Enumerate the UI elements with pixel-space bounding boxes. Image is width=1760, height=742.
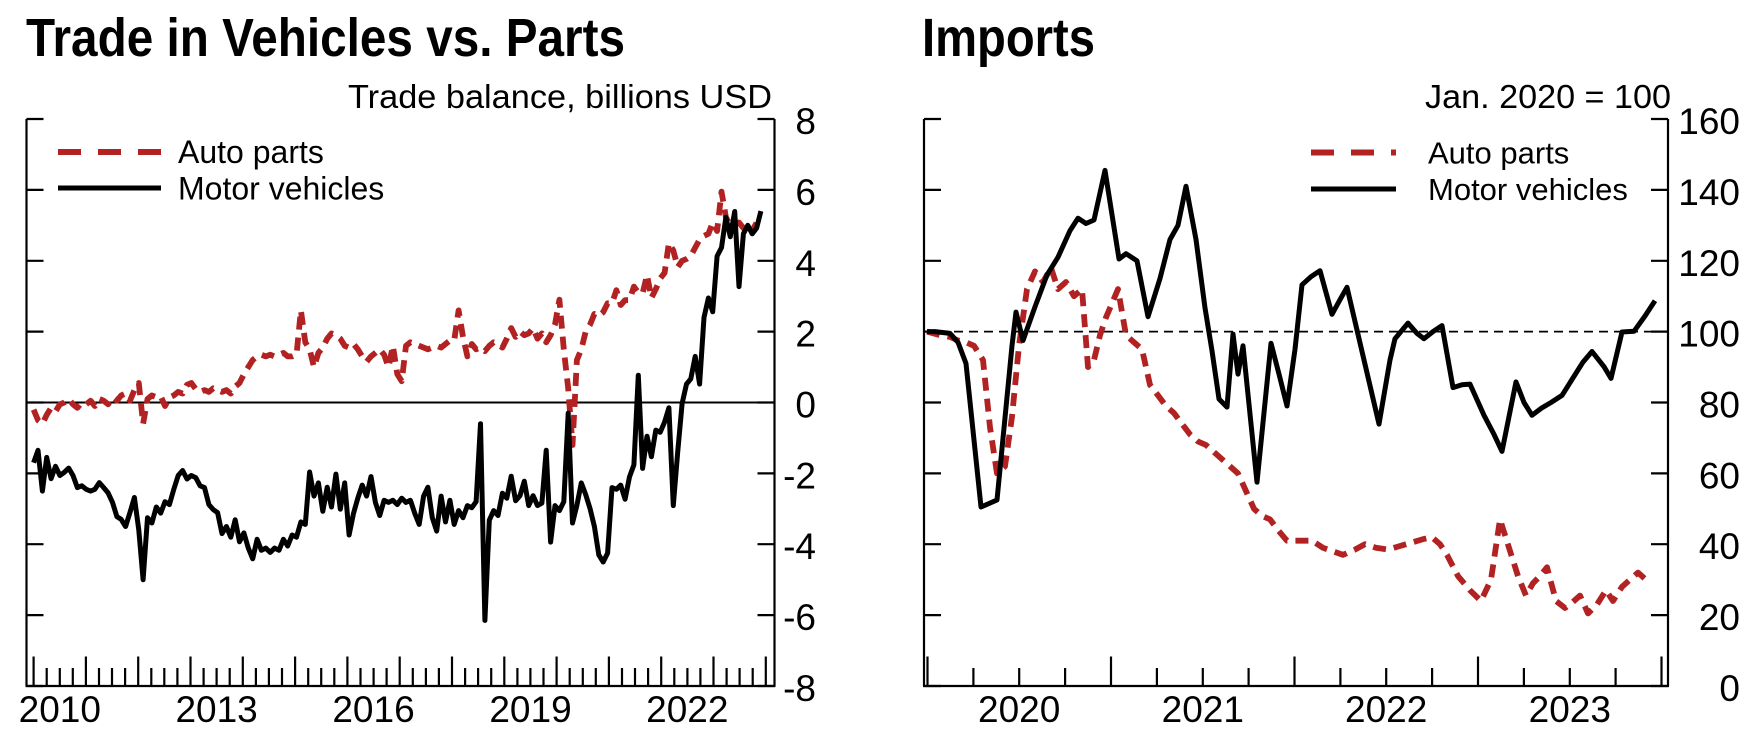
svg-text:-6: -6: [783, 597, 816, 638]
svg-text:0: 0: [1719, 668, 1740, 709]
svg-text:100: 100: [1678, 314, 1740, 355]
svg-text:8: 8: [795, 101, 816, 142]
svg-text:6: 6: [795, 172, 816, 213]
svg-text:2013: 2013: [175, 689, 257, 730]
svg-text:160: 160: [1678, 101, 1740, 142]
svg-text:2: 2: [795, 314, 816, 355]
svg-text:Motor vehicles: Motor vehicles: [178, 171, 384, 207]
svg-text:60: 60: [1699, 455, 1740, 496]
svg-text:Auto parts: Auto parts: [1428, 136, 1569, 171]
svg-text:0: 0: [795, 385, 816, 426]
svg-text:Imports: Imports: [922, 8, 1095, 68]
svg-text:Trade in Vehicles vs. Parts: Trade in Vehicles vs. Parts: [26, 8, 625, 68]
svg-text:Jan. 2020 = 100: Jan. 2020 = 100: [1425, 78, 1671, 115]
svg-text:2022: 2022: [1345, 689, 1427, 730]
svg-text:120: 120: [1678, 243, 1740, 284]
svg-text:Motor vehicles: Motor vehicles: [1428, 172, 1628, 207]
svg-text:-4: -4: [783, 526, 816, 567]
svg-text:2010: 2010: [19, 689, 101, 730]
svg-text:2021: 2021: [1162, 689, 1244, 730]
svg-text:4: 4: [795, 243, 816, 284]
svg-text:2019: 2019: [489, 689, 571, 730]
svg-text:2016: 2016: [332, 689, 414, 730]
svg-text:140: 140: [1678, 172, 1740, 213]
svg-text:80: 80: [1699, 385, 1740, 426]
svg-text:-2: -2: [783, 455, 816, 496]
svg-text:-8: -8: [783, 668, 816, 709]
svg-text:2022: 2022: [646, 689, 728, 730]
svg-text:20: 20: [1699, 597, 1740, 638]
svg-text:2020: 2020: [978, 689, 1060, 730]
svg-text:Trade balance, billions USD: Trade balance, billions USD: [348, 78, 772, 115]
svg-text:2023: 2023: [1529, 689, 1611, 730]
svg-text:40: 40: [1699, 526, 1740, 567]
svg-text:Auto parts: Auto parts: [178, 134, 324, 170]
